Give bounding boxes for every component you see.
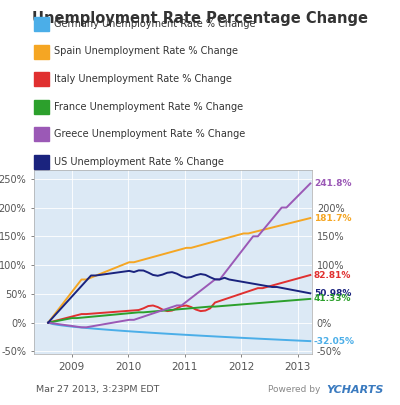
Text: Italy Unemployment Rate % Change: Italy Unemployment Rate % Change [54, 74, 232, 84]
Text: 241.8%: 241.8% [314, 179, 352, 188]
Text: Unemployment Rate Percentage Change: Unemployment Rate Percentage Change [32, 11, 368, 26]
Text: Spain Unemployment Rate % Change: Spain Unemployment Rate % Change [54, 47, 238, 56]
Text: Mar 27 2013, 3:23PM EDT: Mar 27 2013, 3:23PM EDT [36, 385, 159, 394]
Text: -32.05%: -32.05% [314, 337, 355, 345]
Text: Greece Unemployment Rate % Change: Greece Unemployment Rate % Change [54, 129, 245, 139]
Text: YCHARTS: YCHARTS [326, 385, 383, 394]
Text: Germany Unemployment Rate % Change: Germany Unemployment Rate % Change [54, 19, 256, 29]
Text: Powered by: Powered by [268, 385, 320, 394]
Text: 82.81%: 82.81% [314, 271, 351, 279]
Text: 181.7%: 181.7% [314, 213, 352, 223]
Text: 41.33%: 41.33% [314, 294, 352, 303]
Text: 50.98%: 50.98% [314, 289, 351, 298]
Text: US Unemployment Rate % Change: US Unemployment Rate % Change [54, 157, 224, 166]
Text: France Unemployment Rate % Change: France Unemployment Rate % Change [54, 102, 243, 111]
